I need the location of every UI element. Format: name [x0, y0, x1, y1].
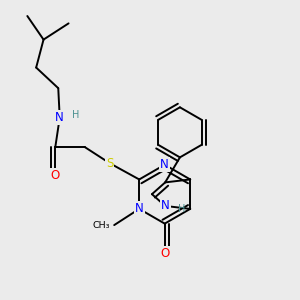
Text: CH₃: CH₃: [92, 220, 110, 230]
Text: N: N: [55, 111, 64, 124]
Text: N: N: [135, 202, 144, 215]
Text: N: N: [160, 158, 169, 171]
Text: S: S: [106, 157, 113, 170]
Text: H: H: [72, 110, 80, 120]
Text: N: N: [161, 200, 170, 212]
Text: O: O: [160, 247, 169, 260]
Text: O: O: [51, 169, 60, 182]
Text: H: H: [178, 204, 186, 214]
